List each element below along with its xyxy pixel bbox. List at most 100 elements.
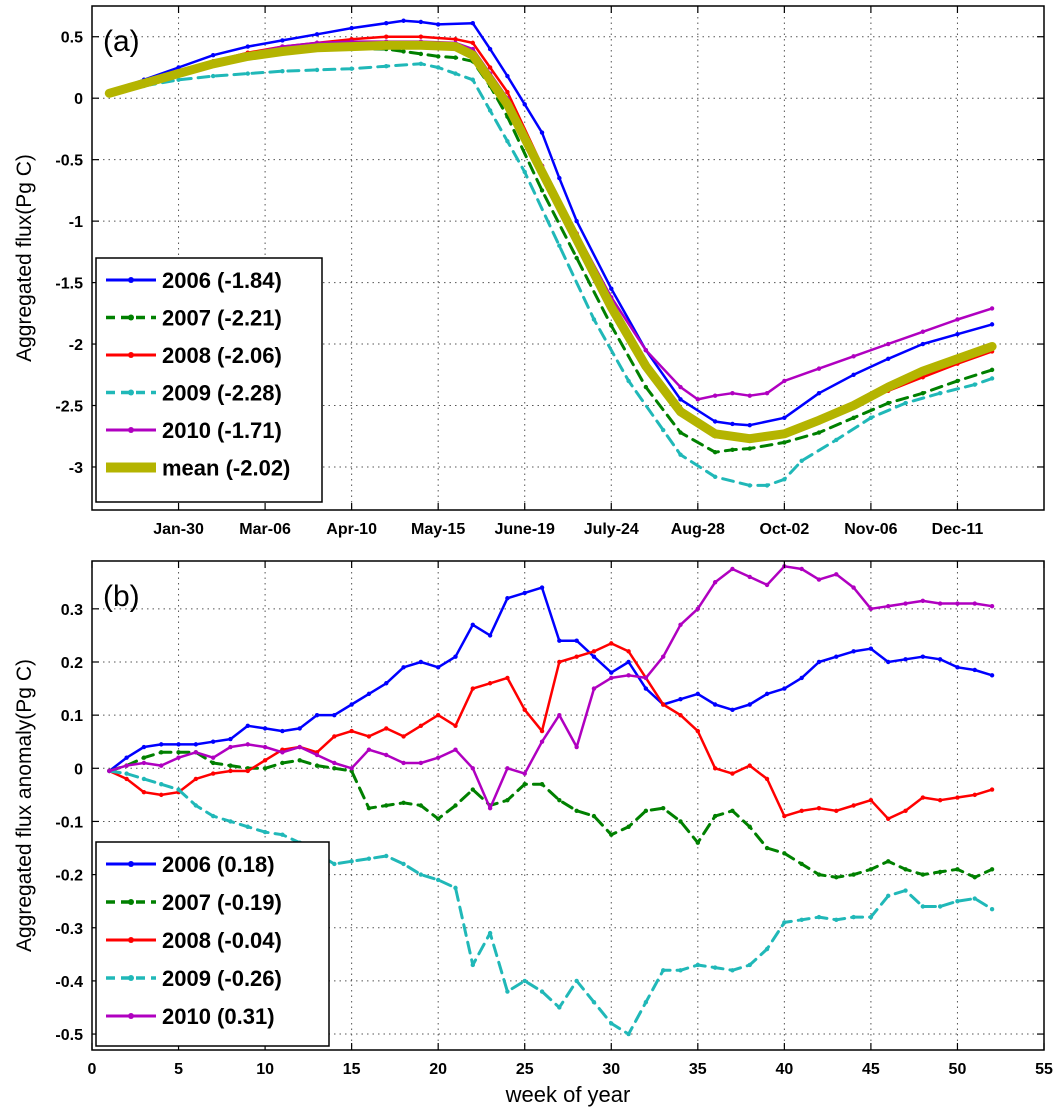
data-point-s2007 (937, 869, 943, 875)
legend-entry: 2008 (-2.06) (162, 343, 282, 368)
data-point-s2008 (384, 726, 389, 731)
x-tick-label: 10 (256, 1061, 274, 1078)
legend: 2006 (0.18) 2007 (-0.19) 2008 (-0.04) 2009 … (95, 841, 330, 1047)
series-line-s2006 (108, 19, 994, 427)
data-point-s2010 (435, 755, 441, 760)
data-point-s2010 (816, 577, 822, 582)
data-point-s2010 (903, 601, 908, 606)
y-tick-label: -1.5 (55, 276, 83, 293)
data-point-s2007 (886, 859, 891, 864)
data-point-s2006 (401, 18, 406, 23)
data-point-s2006 (989, 673, 995, 678)
data-point-s2007 (626, 824, 631, 829)
data-point-s2007 (868, 867, 874, 872)
data-point-s2008 (159, 792, 164, 798)
data-point-s2007 (799, 861, 804, 867)
tick-marks (92, 6, 1044, 510)
series-line-s2009 (107, 769, 994, 1036)
data-point-s2007 (747, 446, 752, 451)
data-point-s2007 (159, 750, 164, 755)
x-tick-label: 40 (775, 1061, 793, 1078)
data-point-s2010 (643, 675, 649, 681)
data-point-s2010 (349, 766, 354, 771)
data-point-s2010 (522, 771, 527, 776)
legend-entry: 2010 (-1.71) (162, 418, 282, 443)
data-point-s2009 (591, 999, 597, 1005)
data-point-s2007 (661, 805, 666, 811)
data-point-s2006 (418, 659, 424, 665)
data-point-s2009 (262, 829, 268, 835)
data-point-s2010 (643, 347, 649, 353)
data-point-s2009 (591, 317, 597, 322)
panel-label: (b) (103, 580, 140, 613)
data-point-s2010 (782, 378, 787, 384)
data-point-s2007 (955, 867, 960, 872)
data-point-s2009 (505, 989, 510, 994)
panel-label: (a) (103, 25, 140, 58)
data-point-s2009 (972, 896, 977, 901)
data-point-s2006 (401, 665, 406, 670)
data-point-s2007 (747, 824, 752, 829)
data-point-s2007 (574, 255, 579, 261)
data-point-s2007 (730, 808, 735, 814)
data-point-s2010 (834, 572, 839, 577)
data-point-s2006 (574, 218, 579, 224)
x-tick-label: 15 (343, 1061, 361, 1078)
data-point-s2009 (435, 877, 441, 883)
series-line-s2006 (108, 586, 994, 773)
x-tick-label: Aug-28 (671, 521, 725, 538)
data-point-s2009 (782, 920, 787, 925)
data-point-s2009 (886, 893, 891, 899)
data-point-s2010 (920, 329, 926, 334)
data-point-s2007 (712, 450, 718, 455)
data-point-s2007 (332, 766, 337, 771)
data-point-s2009 (314, 67, 320, 73)
y-tick-label: -0.2 (55, 868, 83, 885)
y-tick-label: 0.3 (61, 602, 83, 619)
data-point-s2006 (539, 585, 545, 590)
data-point-s2009 (453, 885, 458, 891)
data-point-s2010 (678, 384, 683, 390)
data-point-s2010 (332, 760, 337, 766)
y-tick-label: -3 (69, 460, 83, 477)
data-point-s2006 (764, 691, 770, 697)
x-tick-label: 0 (88, 1061, 97, 1078)
x-tick-label: June-19 (494, 521, 555, 538)
data-point-s2009 (210, 813, 216, 819)
data-point-s2010 (470, 766, 475, 771)
panel-a: Jan-30 Mar-06 Apr-10 May-15 June-19 July-24 Au… (13, 5, 1045, 538)
data-point-s2009 (799, 458, 804, 464)
data-point-s2006 (505, 73, 510, 79)
data-point-s2007 (989, 867, 995, 872)
data-point-s2010 (228, 744, 233, 750)
data-point-s2006 (228, 736, 233, 742)
data-point-s2007 (228, 763, 233, 768)
legend-entry: 2008 (-0.04) (162, 928, 282, 953)
data-point-s2006 (366, 691, 372, 697)
data-point-s2007 (695, 840, 701, 845)
data-point-s2007 (782, 440, 787, 445)
data-point-s2009 (782, 477, 787, 482)
data-point-s2010 (176, 755, 181, 760)
data-point-s2006 (955, 665, 960, 670)
y-tick-label: -1 (69, 214, 83, 231)
data-point-s2008 (418, 723, 424, 728)
data-point-s2006 (920, 341, 926, 347)
data-point-s2007 (782, 851, 787, 856)
data-point-s2007 (366, 805, 372, 811)
data-point-s2010 (764, 582, 770, 588)
data-point-s2007 (955, 378, 960, 384)
data-point-s2006 (678, 397, 683, 402)
data-point-s2007 (435, 54, 441, 59)
data-point-s2008 (868, 797, 874, 803)
data-point-s2006 (920, 654, 926, 659)
data-point-s2009 (747, 483, 752, 488)
data-point-s2009 (280, 68, 285, 74)
series-line-s2008 (108, 642, 994, 821)
data-point-s2010 (609, 675, 614, 681)
data-point-s2008 (972, 792, 977, 798)
data-point-s2009 (418, 61, 424, 66)
data-point-s2009 (435, 65, 441, 70)
data-point-s2006 (141, 744, 147, 750)
data-point-s2007 (574, 808, 579, 814)
